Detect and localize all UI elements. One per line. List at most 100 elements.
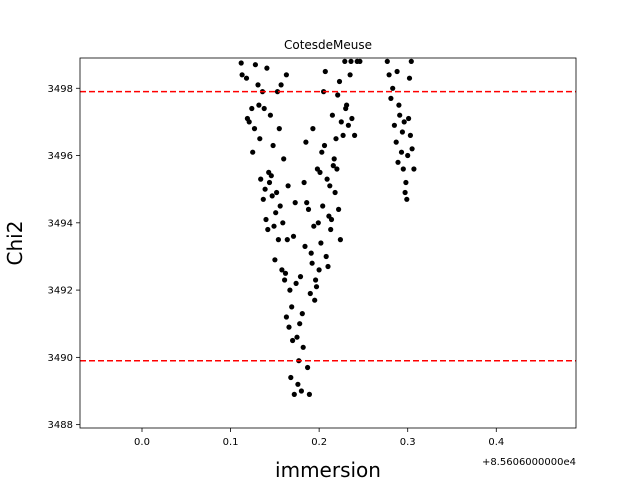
- data-point: [386, 72, 392, 78]
- data-point: [261, 105, 267, 112]
- plot-frame: [79, 57, 577, 429]
- data-point: [282, 277, 288, 283]
- data-point: [264, 65, 270, 71]
- data-point: [266, 179, 273, 186]
- data-point: [263, 216, 269, 223]
- data-point: [347, 72, 353, 78]
- data-point: [299, 311, 305, 317]
- y-tick-label: 3498: [48, 84, 73, 95]
- data-point: [313, 277, 319, 283]
- x-tick-label: 0.3: [400, 437, 416, 448]
- y-tick-label: 3496: [48, 151, 73, 162]
- data-point: [260, 196, 266, 202]
- y-tick-label: 3488: [48, 420, 73, 431]
- data-point: [277, 203, 283, 209]
- data-point: [267, 112, 273, 118]
- plot-area: [80, 58, 576, 428]
- data-point: [249, 105, 255, 112]
- data-point: [391, 122, 397, 128]
- data-point: [396, 102, 402, 108]
- data-point: [244, 115, 250, 122]
- data-point: [239, 72, 245, 78]
- x-tick-label: 0.4: [488, 437, 504, 448]
- data-point: [343, 105, 349, 112]
- data-point: [324, 176, 330, 182]
- data-point: [255, 82, 261, 88]
- data-point: [243, 75, 250, 81]
- data-point: [311, 223, 317, 229]
- data-point: [238, 60, 244, 66]
- data-point: [274, 89, 281, 95]
- data-point: [287, 287, 293, 293]
- data-point: [407, 132, 413, 138]
- data-point: [401, 119, 407, 125]
- data-point: [274, 189, 280, 196]
- x-tick-label: 0.1: [223, 437, 239, 448]
- data-point: [332, 189, 338, 196]
- data-point: [257, 136, 263, 142]
- data-point: [394, 68, 400, 75]
- data-point: [258, 176, 264, 182]
- data-point: [340, 132, 346, 138]
- data-point: [281, 156, 287, 162]
- data-point: [390, 85, 396, 91]
- data-point: [309, 260, 315, 266]
- data-point: [327, 183, 333, 189]
- data-point: [318, 240, 324, 246]
- y-tick-label: 3490: [48, 353, 73, 364]
- reference-lines: [80, 90, 576, 362]
- data-point: [276, 126, 282, 132]
- data-point: [393, 139, 399, 145]
- data-point: [272, 257, 278, 263]
- data-point: [402, 189, 408, 196]
- data-point: [295, 381, 301, 387]
- data-point: [298, 388, 304, 394]
- data-point: [286, 324, 292, 330]
- data-point: [357, 58, 363, 64]
- data-point: [349, 115, 355, 122]
- data-point: [321, 142, 328, 149]
- data-point: [297, 274, 304, 280]
- data-point: [279, 267, 285, 273]
- data-point: [284, 237, 290, 243]
- data-point: [265, 226, 271, 233]
- data-point: [323, 253, 329, 260]
- data-point: [304, 200, 310, 206]
- data-point: [352, 132, 358, 138]
- data-point: [336, 206, 342, 212]
- data-point: [275, 237, 281, 243]
- data-point: [345, 122, 351, 128]
- data-point: [334, 166, 340, 172]
- data-point: [328, 226, 334, 233]
- data-point: [338, 119, 344, 125]
- y-axis: 3488 3490 3492 3494 3496 3498: [48, 84, 80, 431]
- data-point: [330, 163, 336, 169]
- data-point: [280, 220, 286, 226]
- data-point: [293, 280, 299, 286]
- data-point: [270, 142, 276, 149]
- data-point: [307, 290, 313, 297]
- data-point: [337, 237, 343, 243]
- x-axis-label: immersion: [275, 458, 381, 480]
- data-point: [325, 263, 331, 270]
- data-point: [384, 58, 390, 64]
- data-point: [283, 314, 289, 320]
- data-point: [397, 112, 403, 118]
- data-point: [400, 166, 406, 172]
- data-point: [252, 62, 258, 68]
- data-point: [335, 92, 341, 98]
- data-point: [403, 179, 409, 186]
- data-point: [268, 173, 274, 179]
- x-offset-label: +8.5606000000e4: [482, 457, 576, 468]
- data-point: [289, 304, 295, 310]
- data-point: [328, 216, 335, 223]
- data-point: [342, 58, 348, 64]
- data-point: [331, 156, 337, 162]
- data-point: [271, 223, 277, 229]
- x-axis: 0.0 0.1 0.2 0.3 0.4: [134, 428, 504, 448]
- data-point: [333, 136, 339, 142]
- data-point: [302, 243, 308, 249]
- data-point: [250, 149, 256, 155]
- data-point: [303, 139, 309, 145]
- x-tick-label: 0.0: [134, 437, 150, 448]
